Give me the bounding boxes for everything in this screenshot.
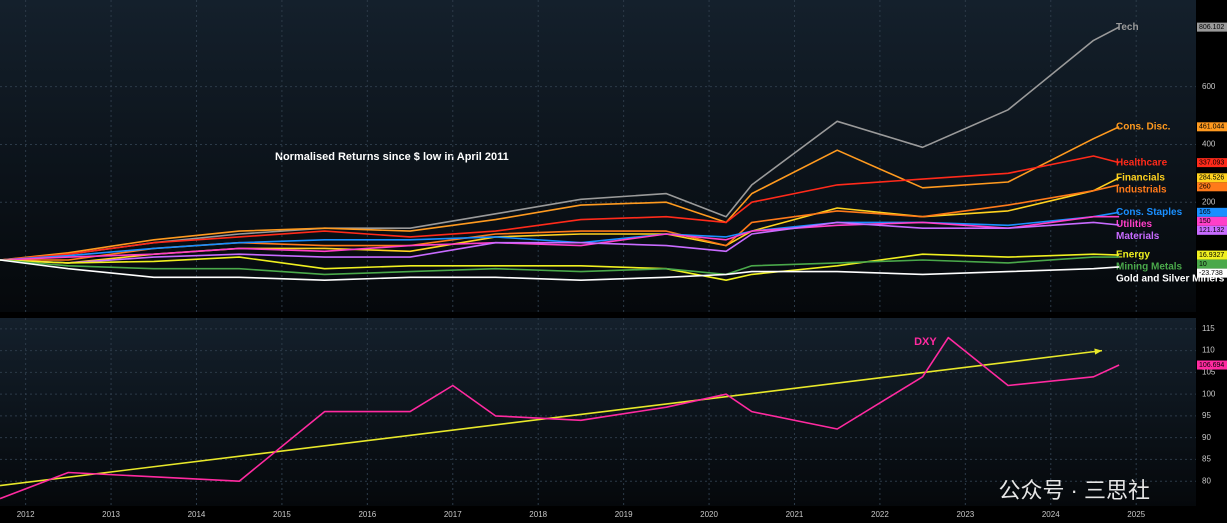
trend-arrow-head bbox=[1094, 348, 1103, 355]
y-tick-label: 400 bbox=[1202, 140, 1216, 149]
series-label: Mining Metals bbox=[1116, 262, 1183, 273]
y-tick-label: 85 bbox=[1202, 455, 1211, 464]
x-tick-label: 2013 bbox=[102, 510, 120, 519]
series-label: Materials bbox=[1116, 231, 1160, 242]
last-value-badge bbox=[1197, 225, 1227, 235]
series-label: Utilities bbox=[1116, 219, 1153, 230]
last-value-badge bbox=[1197, 268, 1227, 278]
x-tick-label: 2022 bbox=[871, 510, 889, 519]
x-tick-label: 2014 bbox=[188, 510, 206, 519]
upper-panel bbox=[0, 0, 1196, 312]
x-tick-label: 2019 bbox=[615, 510, 633, 519]
y-tick-label: 110 bbox=[1202, 346, 1215, 355]
last-value-label: 260 bbox=[1199, 184, 1211, 191]
x-tick-label: 2017 bbox=[444, 510, 462, 519]
x-tick-label: 2016 bbox=[358, 510, 376, 519]
y-tick-label: 90 bbox=[1202, 433, 1211, 442]
x-tick-label: 2024 bbox=[1042, 510, 1060, 519]
last-value-badge bbox=[1197, 22, 1227, 32]
x-tick-label: 2020 bbox=[700, 510, 718, 519]
x-tick-label: 2021 bbox=[786, 510, 804, 519]
series-label: Healthcare bbox=[1116, 157, 1168, 168]
series-line bbox=[0, 253, 1120, 281]
last-value-label: 10 bbox=[1199, 261, 1207, 268]
last-value-badge bbox=[1197, 182, 1227, 192]
series-line bbox=[0, 215, 1120, 261]
x-tick-label: 2018 bbox=[529, 510, 547, 519]
y-tick-label: 95 bbox=[1202, 411, 1211, 420]
last-value-badge bbox=[1197, 122, 1227, 132]
last-value-label: 16.9327 bbox=[1199, 252, 1224, 259]
series-line bbox=[0, 256, 1120, 276]
y-tick-label: 200 bbox=[1202, 197, 1216, 206]
annotation: Normalised Returns since $ low in April … bbox=[275, 151, 509, 163]
y-tick-label: 105 bbox=[1202, 368, 1216, 377]
last-value-label: -23.738 bbox=[1199, 270, 1223, 277]
last-value-label: 150 bbox=[1199, 218, 1211, 225]
series-label: Industrials bbox=[1116, 184, 1167, 195]
series-label: Tech bbox=[1116, 22, 1139, 33]
last-value-label: 106.694 bbox=[1199, 362, 1224, 369]
last-value-label: 337.093 bbox=[1199, 159, 1224, 166]
series-line bbox=[0, 155, 1120, 261]
last-value-badge bbox=[1197, 173, 1227, 183]
series-line bbox=[0, 126, 1120, 261]
last-value-badge bbox=[1197, 360, 1227, 370]
series-line bbox=[0, 211, 1120, 261]
last-value-label: 284.526 bbox=[1199, 175, 1224, 182]
series-label: Cons. Staples bbox=[1116, 207, 1183, 218]
x-tick-label: 2023 bbox=[956, 510, 974, 519]
series-label: DXY bbox=[914, 336, 937, 348]
series-label: Energy bbox=[1116, 250, 1150, 261]
watermark: 公众号 · 三思社 bbox=[998, 478, 1150, 503]
y-tick-label: 600 bbox=[1202, 82, 1216, 91]
x-tick-label: 2012 bbox=[17, 510, 35, 519]
series-label: Financials bbox=[1116, 172, 1165, 183]
last-value-badge bbox=[1197, 259, 1227, 269]
x-tick-label: 2025 bbox=[1127, 510, 1145, 519]
last-value-badge bbox=[1197, 207, 1227, 217]
series-line bbox=[0, 26, 1120, 261]
series-line bbox=[0, 221, 1120, 264]
series-label: Cons. Disc. bbox=[1116, 121, 1171, 132]
y-tick-label: 115 bbox=[1202, 324, 1215, 333]
series-line bbox=[0, 336, 1120, 500]
y-tick-label: 80 bbox=[1202, 476, 1211, 485]
x-tick-label: 2015 bbox=[273, 510, 291, 519]
series-line bbox=[0, 259, 1120, 281]
last-value-badge bbox=[1197, 158, 1227, 168]
last-value-label: 806.102 bbox=[1199, 24, 1224, 31]
y-tick-label: 100 bbox=[1202, 389, 1216, 398]
last-value-label: 461.044 bbox=[1199, 124, 1224, 131]
series-label: Gold and Silver Miners (ASA) bbox=[1116, 274, 1227, 285]
last-value-label: 121.132 bbox=[1199, 227, 1224, 234]
last-value-label: 165 bbox=[1199, 209, 1211, 216]
last-value-badge bbox=[1197, 250, 1227, 260]
last-value-badge bbox=[1197, 216, 1227, 226]
